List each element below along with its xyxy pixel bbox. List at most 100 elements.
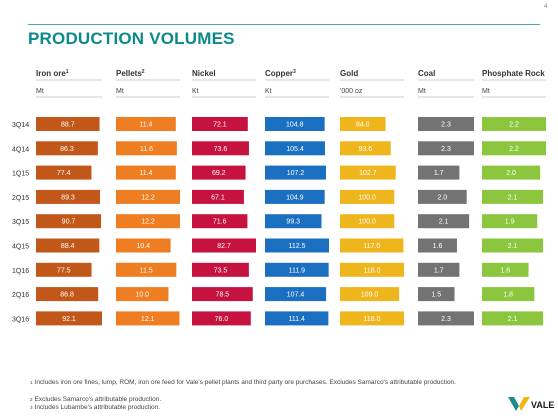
value-label-coal-2Q16: 1.5 [431,292,441,299]
footnote-3: 3 Includes Lubambe's attributable product… [30,404,500,412]
value-label-copper-3Q14: 104.8 [286,122,304,129]
value-label-iron-ore-3Q16: 92.1 [62,316,76,323]
value-label-pellets-3Q14: 11.4 [139,122,152,129]
bar-iron-ore-3Q15 [36,214,101,229]
bar-nickel-1Q16 [192,262,249,277]
header-phosphate-rock: Phosphate Rock [482,69,545,78]
value-label-nickel-1Q15: 69.2 [212,170,226,177]
bar-copper-4Q15 [265,238,329,253]
value-label-nickel-4Q15: 82.7 [217,243,231,250]
header-pellets: Pellets2 [116,69,145,78]
value-label-pellets-4Q15: 10.4 [136,243,150,250]
row-label-2Q15: 2Q15 [12,195,29,202]
row-label-4Q14: 4Q14 [12,146,29,153]
bar-pellets-4Q14 [116,141,177,156]
value-label-copper-1Q16: 111.9 [289,267,306,274]
bar-iron-ore-3Q14 [36,117,100,131]
value-label-nickel-4Q14: 73.6 [214,146,228,153]
bar-nickel-1Q15 [192,165,246,180]
value-label-gold-3Q15: 100.0 [358,219,376,226]
value-label-nickel-1Q16: 73.5 [214,267,228,274]
value-label-phosphate-rock-4Q14: 2.2 [509,146,519,153]
bar-coal-4Q14 [418,141,474,156]
footnote-2: 2 Excludes Samarco's attributable product… [30,396,500,404]
bar-coal-3Q15 [418,214,470,229]
bar-copper-3Q14 [265,117,325,131]
bar-pellets-3Q16 [116,311,180,326]
header-nickel: Nickel [192,69,216,78]
row-label-1Q16: 1Q16 [12,268,29,275]
bar-nickel-3Q15 [192,214,248,229]
value-label-gold-4Q15: 117.0 [363,243,380,250]
unit-coal: Mt [418,88,426,95]
value-label-iron-ore-3Q15: 90.7 [62,219,76,226]
value-label-copper-1Q15: 107.2 [287,170,305,177]
value-label-copper-2Q16: 107.4 [287,292,305,299]
bar-coal-2Q15 [418,189,467,204]
value-label-gold-3Q14: 84.0 [356,122,370,129]
vale-logo-text: VALE [531,400,555,410]
bar-nickel-3Q16 [192,311,251,326]
value-label-coal-4Q14: 2.3 [441,146,451,153]
bar-iron-ore-3Q16 [36,311,102,326]
bar-gold-2Q15 [340,189,395,204]
bar-coal-3Q14 [418,117,474,131]
bar-nickel-3Q14 [192,117,248,131]
bar-phosphate-rock-1Q15 [482,165,541,180]
footnote-3-text: Includes Lubambe's attributable producti… [34,404,161,411]
row-label-1Q15: 1Q15 [12,171,29,178]
bar-pellets-2Q15 [116,189,180,204]
bar-phosphate-rock-2Q15 [482,189,544,204]
value-label-coal-1Q16: 1.7 [434,267,444,274]
bar-copper-2Q16 [265,287,327,302]
value-label-phosphate-rock-3Q15: 1.9 [505,219,515,226]
unit-iron-ore: Mt [36,88,44,95]
value-label-copper-2Q15: 104.9 [286,194,304,201]
row-label-3Q16: 3Q16 [12,316,29,323]
value-label-pellets-1Q16: 11.5 [140,267,153,274]
unit-copper: Kt [265,88,272,95]
value-label-pellets-1Q15: 11.4 [139,170,152,177]
bar-copper-1Q15 [265,165,326,180]
value-label-pellets-4Q14: 11.6 [140,146,153,153]
value-label-iron-ore-1Q16: 77.5 [57,267,71,274]
header-gold: Gold [340,69,358,78]
bar-pellets-4Q15 [116,238,171,253]
bar-copper-3Q15 [265,214,322,229]
value-label-phosphate-rock-3Q16: 2.1 [508,316,518,323]
unit-phosphate-rock: Mt [482,88,490,95]
value-label-copper-3Q16: 111.4 [288,316,305,323]
header-pellets-footnote-ref: 2 [142,69,145,75]
bar-coal-2Q16 [418,287,455,302]
value-label-coal-2Q15: 2.0 [437,194,447,201]
footnote-1-text: Includes iron ore fines, lump, ROM, iron… [34,379,456,386]
bar-copper-4Q14 [265,141,325,156]
value-label-iron-ore-2Q16: 86.8 [60,292,74,299]
value-label-iron-ore-2Q15: 89.3 [61,194,75,201]
value-label-gold-4Q14: 93.6 [359,146,373,153]
bar-gold-1Q16 [340,262,404,277]
bar-copper-1Q16 [265,262,329,277]
value-label-coal-3Q14: 2.3 [441,122,451,129]
unit-pellets: Mt [116,88,124,95]
value-label-coal-3Q16: 2.3 [441,316,451,323]
bar-nickel-4Q15 [192,238,256,253]
bar-coal-4Q15 [418,238,457,253]
vale-logo-icon [508,397,530,411]
bar-phosphate-rock-3Q16 [482,311,544,326]
bar-pellets-2Q16 [116,287,169,302]
value-label-copper-4Q14: 105.4 [286,146,304,153]
bar-phosphate-rock-4Q14 [482,141,546,156]
bar-nickel-2Q16 [192,287,253,302]
value-label-coal-3Q15: 2.1 [439,219,449,226]
row-label-2Q16: 2Q16 [12,292,29,299]
value-label-iron-ore-3Q14: 88.7 [61,122,75,129]
bar-iron-ore-1Q15 [36,165,92,180]
value-label-nickel-3Q16: 76.0 [215,316,229,323]
unit-nickel: Kt [192,88,199,95]
bar-phosphate-rock-3Q14 [482,117,546,131]
value-label-copper-3Q15: 99.3 [286,219,300,226]
value-label-gold-1Q15: 102.7 [359,170,377,177]
bar-coal-1Q16 [418,262,460,277]
